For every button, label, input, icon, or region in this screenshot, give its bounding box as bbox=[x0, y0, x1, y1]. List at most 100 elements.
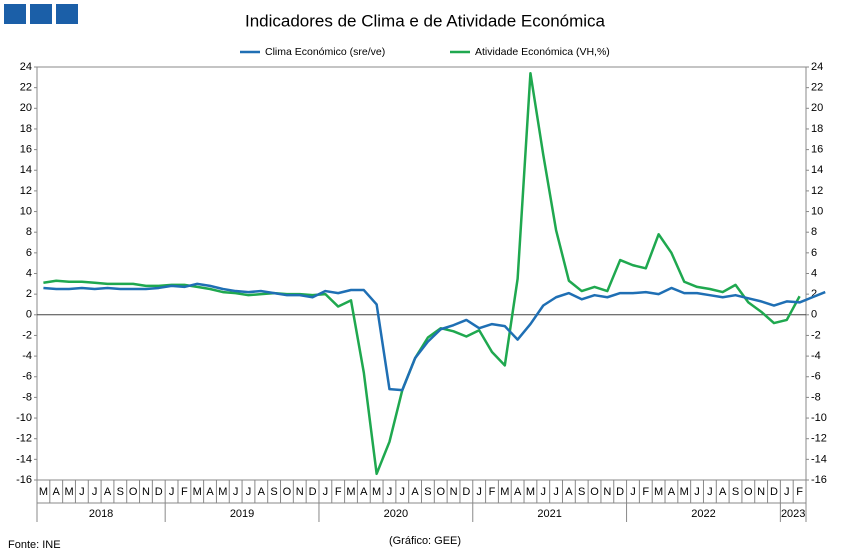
y-tick-label: 14 bbox=[20, 164, 32, 176]
y2-tick-label: 12 bbox=[811, 185, 823, 197]
y2-tick-label: 6 bbox=[811, 247, 817, 259]
x-tick-label: S bbox=[578, 486, 585, 498]
y-tick-label: 2 bbox=[26, 288, 32, 300]
x-tick-label: F bbox=[181, 486, 188, 498]
x-tick-label: N bbox=[142, 486, 150, 498]
x-tick-label: A bbox=[258, 486, 266, 498]
year-label: 2023 bbox=[781, 508, 805, 520]
x-tick-label: S bbox=[732, 486, 739, 498]
y-tick-label: 20 bbox=[20, 102, 32, 114]
x-tick-label: J bbox=[233, 486, 239, 498]
x-tick-label: F bbox=[335, 486, 342, 498]
legend-label: Atividade Económica (VH,%) bbox=[475, 46, 610, 58]
x-tick-label: N bbox=[603, 486, 611, 498]
x-tick-label: A bbox=[719, 486, 727, 498]
y2-tick-label: 8 bbox=[811, 226, 817, 238]
y-tick-label: -12 bbox=[16, 433, 32, 445]
y2-tick-label: -16 bbox=[811, 474, 827, 486]
series-line bbox=[43, 282, 826, 392]
x-tick-label: D bbox=[462, 486, 470, 498]
x-tick-label: M bbox=[39, 486, 48, 498]
y2-tick-label: 16 bbox=[811, 144, 823, 156]
logo-square bbox=[4, 4, 26, 24]
x-tick-label: J bbox=[784, 486, 790, 498]
x-tick-label: M bbox=[654, 486, 663, 498]
logo-square bbox=[56, 4, 78, 24]
x-tick-label: J bbox=[694, 486, 700, 498]
x-tick-label: O bbox=[283, 486, 292, 498]
x-tick-label: N bbox=[450, 486, 458, 498]
y-tick-label: 6 bbox=[26, 247, 32, 259]
x-tick-label: J bbox=[707, 486, 713, 498]
y-tick-label: 24 bbox=[20, 61, 32, 73]
x-tick-label: O bbox=[129, 486, 138, 498]
year-label: 2021 bbox=[537, 508, 561, 520]
y-tick-label: 0 bbox=[26, 309, 32, 321]
y-tick-label: -6 bbox=[22, 371, 32, 383]
x-tick-label: J bbox=[169, 486, 175, 498]
x-tick-label: J bbox=[246, 486, 252, 498]
source: Fonte: INE bbox=[8, 539, 61, 551]
y2-tick-label: -12 bbox=[811, 433, 827, 445]
x-tick-label: A bbox=[411, 486, 419, 498]
x-tick-label: M bbox=[218, 486, 227, 498]
y2-tick-label: 0 bbox=[811, 309, 817, 321]
x-tick-label: M bbox=[346, 486, 355, 498]
y-tick-label: -8 bbox=[22, 391, 32, 403]
y2-tick-label: 20 bbox=[811, 102, 823, 114]
x-tick-label: D bbox=[616, 486, 624, 498]
x-tick-label: A bbox=[104, 486, 112, 498]
x-tick-label: S bbox=[424, 486, 431, 498]
chart-title: Indicadores de Clima e de Atividade Econ… bbox=[245, 11, 606, 30]
y-tick-label: -2 bbox=[22, 329, 32, 341]
y2-tick-label: -8 bbox=[811, 391, 821, 403]
x-tick-label: M bbox=[500, 486, 509, 498]
x-tick-label: A bbox=[206, 486, 214, 498]
x-tick-label: M bbox=[64, 486, 73, 498]
x-tick-label: J bbox=[387, 486, 393, 498]
x-tick-label: M bbox=[372, 486, 381, 498]
y2-tick-label: 22 bbox=[811, 82, 823, 94]
y2-tick-label: 24 bbox=[811, 61, 823, 73]
x-tick-label: M bbox=[526, 486, 535, 498]
y-tick-label: 12 bbox=[20, 185, 32, 197]
year-label: 2020 bbox=[384, 508, 408, 520]
plot-frame bbox=[36, 66, 807, 481]
y-tick-label: -16 bbox=[16, 474, 32, 486]
x-tick-label: J bbox=[92, 486, 98, 498]
y-tick-label: 18 bbox=[20, 123, 32, 135]
x-tick-label: J bbox=[476, 486, 482, 498]
y2-tick-label: 14 bbox=[811, 164, 823, 176]
y-tick-label: 4 bbox=[26, 267, 32, 279]
x-tick-label: J bbox=[553, 486, 559, 498]
x-tick-label: F bbox=[642, 486, 649, 498]
year-label: 2018 bbox=[89, 508, 113, 520]
logo-square bbox=[30, 4, 52, 24]
x-tick-label: O bbox=[744, 486, 753, 498]
note: (Gráfico: GEE) bbox=[389, 535, 461, 547]
x-tick-label: A bbox=[360, 486, 368, 498]
x-tick-label: D bbox=[309, 486, 317, 498]
x-tick-label: J bbox=[400, 486, 406, 498]
x-tick-label: F bbox=[489, 486, 496, 498]
x-tick-label: J bbox=[323, 486, 329, 498]
y-tick-label: -4 bbox=[22, 350, 32, 362]
x-tick-label: N bbox=[757, 486, 765, 498]
y2-tick-label: 10 bbox=[811, 205, 823, 217]
y-tick-label: 22 bbox=[20, 82, 32, 94]
x-tick-label: J bbox=[630, 486, 636, 498]
x-tick-label: D bbox=[155, 486, 163, 498]
year-label: 2019 bbox=[230, 508, 254, 520]
y-tick-label: -10 bbox=[16, 412, 32, 424]
legend-label: Clima Económico (sre/ve) bbox=[265, 46, 385, 58]
x-tick-label: O bbox=[436, 486, 445, 498]
y2-tick-label: 2 bbox=[811, 288, 817, 300]
y-tick-label: 16 bbox=[20, 144, 32, 156]
x-tick-label: A bbox=[514, 486, 522, 498]
series-line bbox=[43, 71, 801, 476]
y-tick-label: 10 bbox=[20, 205, 32, 217]
x-tick-label: S bbox=[117, 486, 124, 498]
x-tick-label: S bbox=[270, 486, 277, 498]
x-tick-label: A bbox=[53, 486, 61, 498]
